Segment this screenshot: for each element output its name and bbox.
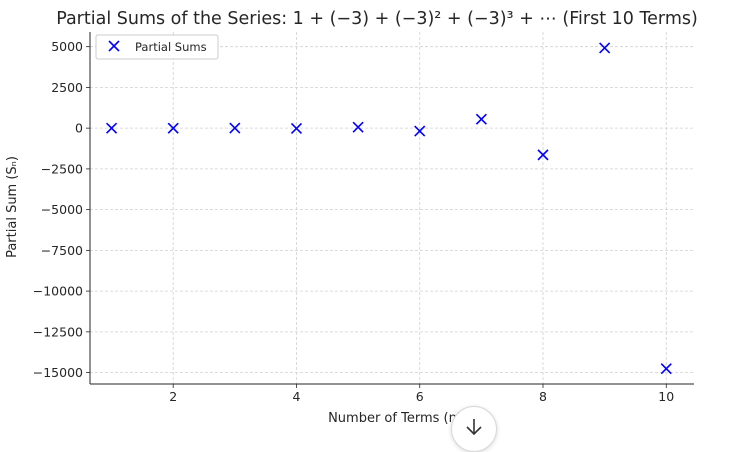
y-tick-label: −2500 <box>41 161 83 176</box>
axes <box>89 32 694 385</box>
data-point <box>106 122 118 134</box>
data-point <box>475 113 487 125</box>
data-point <box>414 125 426 137</box>
x-tick-label: 10 <box>658 389 674 404</box>
x-tick-label: 4 <box>292 389 300 404</box>
ticks: 2 4 6 8 10 5000 2500 0 −2500 −5000 −7500 −10000 −125… <box>33 39 675 404</box>
y-tick-label: −5000 <box>41 202 83 217</box>
data-points <box>106 42 672 375</box>
data-point <box>599 42 611 54</box>
y-tick-label: −15000 <box>33 365 83 380</box>
data-point <box>352 121 364 133</box>
y-axis-label: Partial Sum (Sₙ) <box>5 156 20 258</box>
legend-box <box>95 34 219 60</box>
x-axis-label: Number of Terms (n) <box>328 411 462 426</box>
data-point <box>229 122 241 134</box>
scroll-down-button[interactable] <box>451 406 497 452</box>
y-tick-label: 5000 <box>51 39 83 54</box>
y-tick-label: 0 <box>75 121 83 136</box>
legend-label: Partial Sums <box>135 40 207 54</box>
y-tick-label: 2500 <box>51 80 83 95</box>
y-tick-label: −12500 <box>33 324 83 339</box>
grid <box>90 32 694 384</box>
arrow-down-icon <box>466 419 482 436</box>
x-tick-label: 2 <box>169 389 177 404</box>
data-point <box>660 363 672 375</box>
legend: Partial Sums <box>95 34 219 60</box>
chart-title: Partial Sums of the Series: 1 + (−3) + (… <box>56 9 698 29</box>
y-tick-label: −7500 <box>41 243 83 258</box>
data-point <box>537 149 549 161</box>
legend-marker <box>108 40 120 52</box>
y-tick-label: −10000 <box>33 284 83 299</box>
chart: 2 4 6 8 10 5000 2500 0 −2500 −5000 −7500 −10000 −125… <box>5 9 698 426</box>
x-tick-label: 8 <box>539 389 547 404</box>
data-point <box>167 122 179 134</box>
x-tick-label: 6 <box>416 389 424 404</box>
data-point <box>290 122 303 135</box>
